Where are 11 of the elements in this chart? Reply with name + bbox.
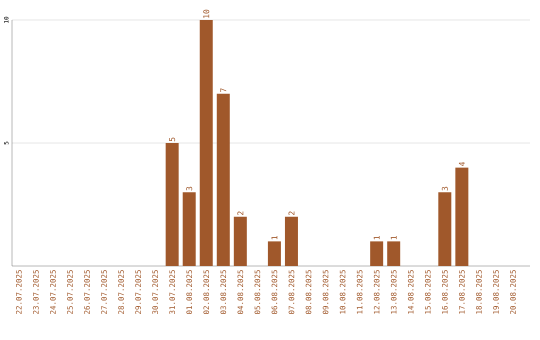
bar: [200, 20, 213, 266]
bar: [370, 241, 384, 266]
bar: [166, 143, 179, 266]
bar: [216, 94, 230, 266]
bar: [387, 241, 400, 266]
bar: [182, 192, 196, 266]
bar: [438, 192, 452, 266]
bar: [284, 216, 298, 266]
bar: [234, 216, 247, 266]
bar: [455, 168, 468, 266]
bar: [268, 241, 281, 266]
